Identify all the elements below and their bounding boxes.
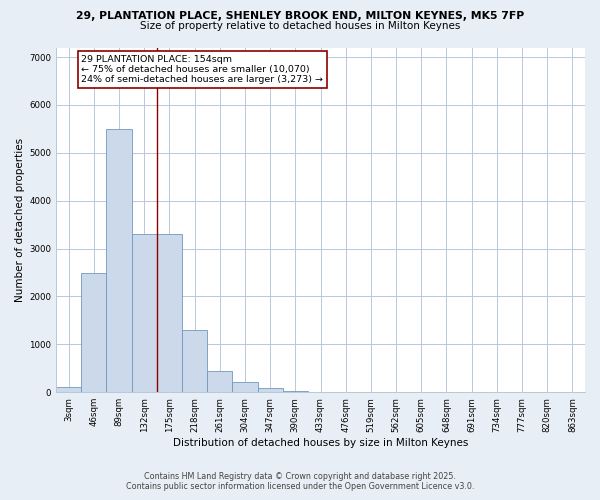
Bar <box>81 272 106 392</box>
Bar <box>257 388 283 392</box>
Y-axis label: Number of detached properties: Number of detached properties <box>15 138 25 302</box>
Text: 29, PLANTATION PLACE, SHENLEY BROOK END, MILTON KEYNES, MK5 7FP: 29, PLANTATION PLACE, SHENLEY BROOK END,… <box>76 11 524 21</box>
Text: Size of property relative to detached houses in Milton Keynes: Size of property relative to detached ho… <box>140 21 460 31</box>
Bar <box>157 234 182 392</box>
Bar <box>182 330 207 392</box>
Bar <box>131 234 157 392</box>
Bar <box>56 388 81 392</box>
Text: 29 PLANTATION PLACE: 154sqm
← 75% of detached houses are smaller (10,070)
24% of: 29 PLANTATION PLACE: 154sqm ← 75% of det… <box>81 54 323 84</box>
Bar <box>207 370 232 392</box>
X-axis label: Distribution of detached houses by size in Milton Keynes: Distribution of detached houses by size … <box>173 438 468 448</box>
Bar <box>106 129 131 392</box>
Bar <box>232 382 257 392</box>
Bar <box>283 391 308 392</box>
Text: Contains HM Land Registry data © Crown copyright and database right 2025.
Contai: Contains HM Land Registry data © Crown c… <box>126 472 474 491</box>
